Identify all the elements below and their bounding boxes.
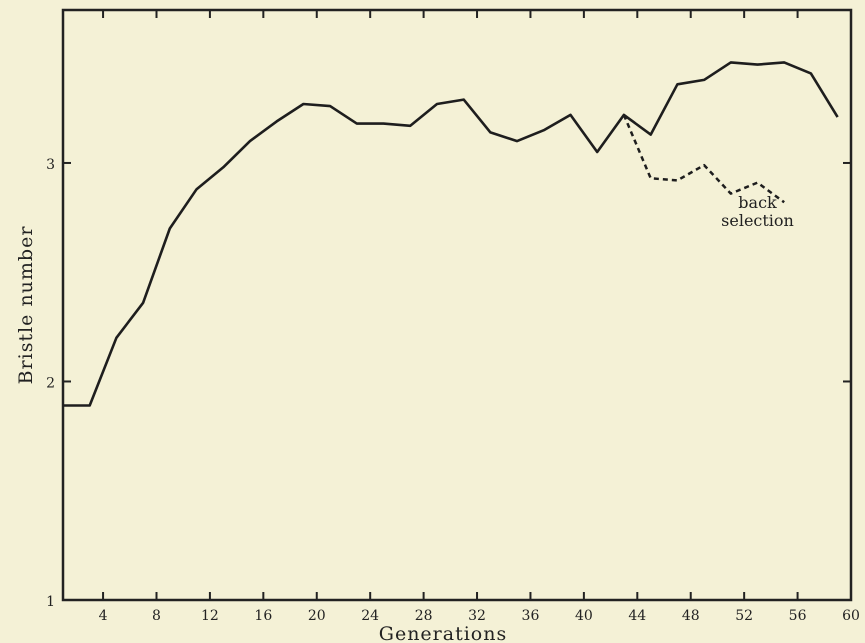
x-tick-label: 4	[99, 608, 108, 624]
selection-line	[63, 61, 839, 407]
y-tick-label: 2	[46, 375, 55, 391]
series-group	[63, 61, 839, 407]
x-tick-label: 20	[308, 608, 326, 624]
x-tick-label: 12	[201, 608, 219, 624]
x-tick-label: 52	[735, 608, 753, 624]
x-tick-label: 32	[468, 608, 486, 624]
back-selection-line	[622, 114, 785, 204]
tick-marks	[63, 10, 852, 601]
x-tick-label: 8	[152, 608, 161, 624]
annotation-selection: selection	[721, 211, 794, 230]
plot-frame	[61, 8, 853, 602]
x-tick-label: 60	[842, 608, 860, 624]
y-axis-label: Bristle number	[15, 226, 37, 385]
x-tick-label: 24	[361, 608, 379, 624]
x-tick-label: 56	[789, 608, 807, 624]
y-tick-label: 3	[46, 157, 55, 173]
x-tick-label: 28	[415, 608, 433, 624]
x-tick-label: 48	[682, 608, 700, 624]
annotation-back: back	[738, 193, 777, 212]
x-tick-label: 40	[575, 608, 593, 624]
x-tick-label: 16	[254, 608, 272, 624]
x-axis-label: Generations	[379, 623, 507, 643]
x-tick-label: 44	[628, 608, 646, 624]
y-tick-label: 1	[46, 594, 55, 610]
x-tick-label: 36	[522, 608, 540, 624]
